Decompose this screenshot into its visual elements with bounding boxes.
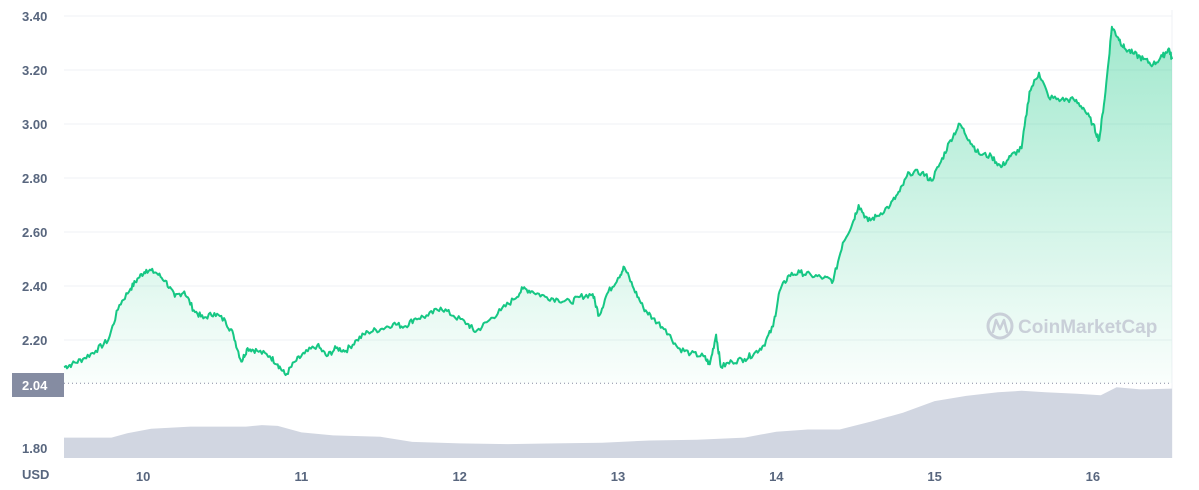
watermark-text: CoinMarketCap xyxy=(1018,317,1157,338)
price-series-line xyxy=(63,25,1173,377)
price-line xyxy=(63,25,1173,377)
y-tick-label: 2.80 xyxy=(22,171,47,186)
coinmarketcap-logo-icon xyxy=(986,312,1014,340)
x-axis: 10 11 12 13 14 15 16 xyxy=(136,469,1100,484)
y-tick-label: 1.80 xyxy=(22,441,47,456)
watermark: CoinMarketCap xyxy=(986,312,1157,340)
x-tick-label: 12 xyxy=(452,469,466,484)
y-tick-label: 3.20 xyxy=(22,63,47,78)
y-tick-label: 3.40 xyxy=(22,9,47,24)
x-tick-label: 15 xyxy=(927,469,941,484)
y-tick-label: 3.00 xyxy=(22,117,47,132)
y-tick-label: 2.20 xyxy=(22,333,47,348)
reference-badge: 2.04 xyxy=(12,373,64,397)
price-area xyxy=(64,26,1172,384)
x-tick-label: 13 xyxy=(611,469,625,484)
y-axis: 3.40 3.20 3.00 2.80 2.60 2.40 2.20 1.80 xyxy=(22,9,47,456)
volume-shape xyxy=(64,387,1172,458)
y-tick-label: 2.60 xyxy=(22,225,47,240)
x-tick-label: 11 xyxy=(295,469,309,484)
x-tick-label: 16 xyxy=(1086,469,1100,484)
x-tick-label: 10 xyxy=(136,469,150,484)
unit-label: USD xyxy=(22,467,49,482)
reference-badge-bg xyxy=(12,373,64,397)
volume-area xyxy=(64,387,1172,458)
y-tick-label: 2.40 xyxy=(22,279,47,294)
price-area-fill xyxy=(64,26,1172,384)
reference-badge-text: 2.04 xyxy=(22,378,48,393)
x-tick-label: 14 xyxy=(769,469,784,484)
